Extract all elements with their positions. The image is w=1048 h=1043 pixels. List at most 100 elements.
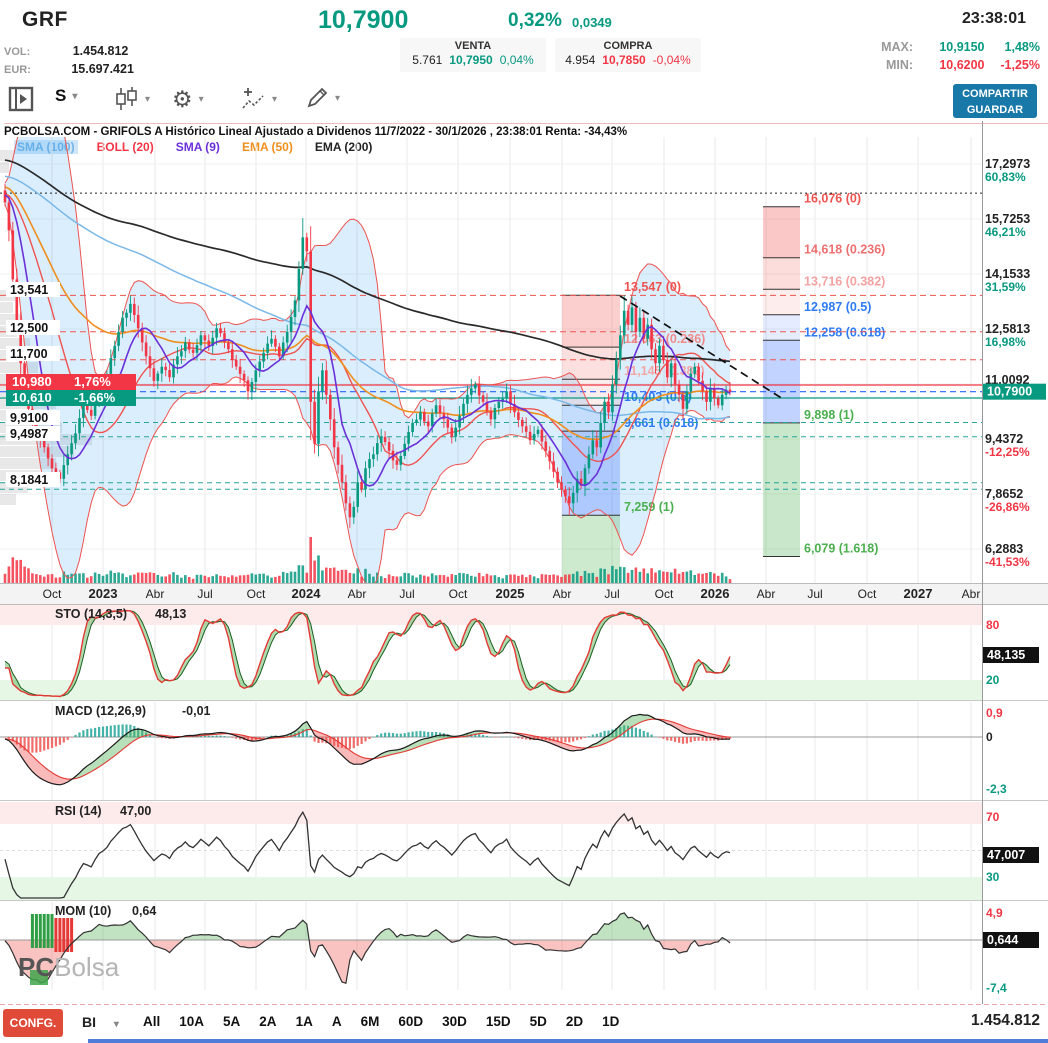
x-axis-tick: 2025 — [496, 586, 525, 601]
period-button-2a[interactable]: 2A — [259, 1014, 277, 1029]
volume-row: VOL: 1.454.812 — [4, 42, 128, 60]
add-indicator-icon — [242, 88, 264, 109]
sto-panel — [4, 609, 731, 698]
vol-label: VOL: — [4, 46, 31, 58]
watermark: PCBolsa — [18, 952, 119, 985]
indicator-legend: SMA (100) BOLL (20) SMA (9) EMA (50) EMA (20… — [14, 140, 375, 154]
period-button-5d[interactable]: 5D — [529, 1014, 547, 1029]
eur-value: 15.697.421 — [71, 62, 134, 76]
period-button-10a[interactable]: 10A — [179, 1014, 205, 1029]
period-button-5a[interactable]: 5A — [223, 1014, 241, 1029]
chart-type-selector[interactable]: ▾ — [113, 86, 150, 112]
session-volume: 1.454.812 — [971, 1012, 1040, 1029]
x-axis-tick: Oct — [858, 587, 877, 601]
legend-item-boll-20-[interactable]: BOLL (20) — [96, 140, 154, 154]
min-label: MIN: — [885, 58, 914, 72]
period-button-1d[interactable]: 1D — [602, 1014, 620, 1029]
x-axis-tick: Jul — [399, 587, 414, 601]
x-axis-tick: Jul — [604, 587, 619, 601]
max-label: MAX: — [881, 40, 914, 54]
chevron-down-icon: ▾ — [145, 93, 151, 105]
badge-percent: -1,66% — [74, 390, 116, 405]
chevron-down-icon: ▾ — [272, 93, 278, 105]
draw-tool-button[interactable]: ▾ — [305, 86, 340, 110]
axis-price: 7,8652 — [985, 487, 1023, 501]
x-axis-tick: 2024 — [292, 586, 322, 601]
vol-value: 1.454.812 — [72, 44, 129, 58]
axis-percent: 31,59% — [985, 280, 1026, 294]
x-axis-tick: Oct — [43, 587, 62, 601]
panel-badge-text: 47,007 — [987, 848, 1025, 862]
legend-item-ema-50-[interactable]: EMA (50) — [241, 140, 293, 154]
period-button-30d[interactable]: 30D — [442, 1014, 467, 1029]
x-axis-tick: Abr — [553, 587, 572, 601]
chart-title: PCBOLSA.COM - GRIFOLS A Histórico Lineal… — [4, 123, 1048, 138]
axis-price: 17,2973 — [985, 157, 1030, 171]
x-axis-tick: Abr — [146, 587, 165, 601]
timeframe-label: S — [55, 86, 67, 105]
gear-icon: ⚙ — [172, 86, 193, 112]
chevron-down-icon: ▾ — [335, 92, 341, 104]
bottom-scroll-strip[interactable] — [88, 1039, 1048, 1043]
period-button-2d[interactable]: 2D — [565, 1014, 584, 1029]
bid-qty: 4.954 — [565, 53, 596, 67]
interval-label: BI — [82, 1014, 96, 1030]
trend-line — [619, 295, 784, 400]
left-price-labels: 13,541 12,500 11,700 9,9100 9,4987 8,1841 10,9… — [6, 282, 136, 487]
quote-time: 23:38:01 — [962, 10, 1027, 27]
last-price: 10,7900 — [318, 6, 409, 34]
panel-axis-label: 4,9 — [986, 906, 1003, 920]
panel-toggle-icon — [8, 86, 34, 112]
fib-label: 9,661 (0.618) — [624, 416, 698, 430]
add-indicator-button[interactable]: ▾ — [240, 86, 277, 112]
eur-label: EUR: — [4, 64, 31, 76]
fib-label: 6,079 (1.618) — [804, 541, 878, 555]
period-button-60d[interactable]: 60D — [398, 1014, 424, 1029]
bollinger-cloud — [5, 137, 730, 583]
sma-100-line — [4, 175, 731, 420]
panel-labels: STO (14,3,5) 48,13 80 20 48,135 MACD (12,26,9… — [55, 607, 1039, 995]
panel-toggle-button[interactable] — [8, 86, 34, 112]
ask-box: VENTA 5.761 10,7950 0,04% — [400, 38, 546, 72]
min-pct: -1,25% — [1000, 58, 1040, 72]
max-row: MAX: 10,9150 1,48% — [840, 40, 1040, 54]
panel-axis-label: 20 — [986, 673, 1000, 687]
legend-item-sma-9-[interactable]: SMA (9) — [175, 140, 220, 154]
axis-percent: 46,21% — [985, 225, 1026, 239]
fib-label: 13,547 (0) — [624, 280, 681, 294]
panel-title: MACD (12,26,9) — [55, 704, 146, 718]
timeframe-selector[interactable]: S ▾ — [55, 86, 77, 106]
max-value: 10,9150 — [939, 40, 985, 54]
ask-title: VENTA — [454, 40, 492, 52]
config-button[interactable]: CONFG. — [3, 1009, 63, 1037]
share-save-button[interactable]: COMPARTIR GUARDAR — [953, 84, 1037, 118]
panel-axis-label: 30 — [986, 870, 1000, 884]
period-button-1a[interactable]: 1A — [295, 1014, 313, 1029]
fib-label: 13,716 (0.382) — [804, 274, 885, 288]
macd-panel — [0, 713, 982, 786]
x-axis-tick: Oct — [247, 587, 266, 601]
x-axis-tick: Oct — [449, 587, 468, 601]
pencil-icon — [307, 87, 328, 108]
settings-button[interactable]: ⚙ ▾ — [172, 86, 204, 113]
period-button-6m[interactable]: 6M — [360, 1014, 380, 1029]
ask-price: 10,7950 — [449, 53, 493, 67]
x-axis-tick: Abr — [962, 587, 981, 601]
axis-percent: -26,86% — [985, 500, 1030, 514]
period-button-all[interactable]: All — [143, 1014, 161, 1029]
period-button-15d[interactable]: 15D — [485, 1014, 511, 1029]
candlestick-icon — [116, 87, 137, 110]
fib-label: 14,618 (0.236) — [804, 243, 885, 257]
legend-item-ema-200-[interactable]: EMA (200) — [314, 140, 373, 154]
price-alert-badge — [6, 374, 136, 390]
bid-box: COMPRA 4.954 10,7850 -0,04% — [555, 38, 701, 72]
badge-price: 10,980 — [12, 374, 52, 389]
period-button-a[interactable]: A — [331, 1014, 342, 1029]
overlay-lines — [4, 137, 731, 583]
legend-item-sma-100-[interactable]: SMA (100) — [14, 140, 78, 154]
fib-label: 7,259 (1) — [624, 500, 674, 514]
interval-selector[interactable]: BI ▾ — [82, 1014, 119, 1030]
